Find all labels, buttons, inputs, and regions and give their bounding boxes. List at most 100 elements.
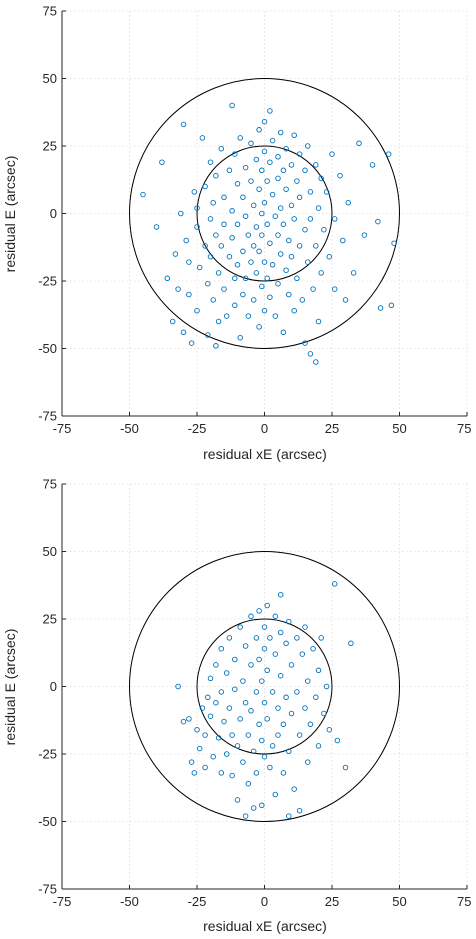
data-point bbox=[172, 251, 179, 257]
data-point bbox=[350, 270, 357, 276]
data-point bbox=[205, 332, 211, 338]
axes bbox=[61, 10, 468, 417]
data-point bbox=[280, 221, 287, 228]
data-point bbox=[288, 202, 295, 209]
data-point bbox=[229, 235, 235, 241]
data-points bbox=[175, 581, 354, 819]
data-point bbox=[345, 199, 351, 206]
data-point bbox=[240, 759, 246, 765]
data-point bbox=[269, 137, 276, 144]
data-point bbox=[188, 340, 195, 346]
data-point bbox=[256, 324, 262, 330]
radius-50-circle bbox=[129, 78, 400, 349]
data-point bbox=[232, 151, 238, 157]
data-point bbox=[180, 329, 187, 336]
data-point bbox=[302, 624, 308, 630]
data-point bbox=[296, 243, 303, 249]
data-point bbox=[253, 689, 260, 695]
data-point bbox=[288, 662, 295, 668]
data-point bbox=[188, 759, 195, 765]
data-point bbox=[213, 343, 219, 349]
data-point bbox=[215, 318, 222, 325]
data-point bbox=[264, 178, 270, 184]
data-point bbox=[207, 675, 214, 682]
data-point bbox=[259, 737, 265, 744]
data-point bbox=[286, 291, 292, 298]
data-point bbox=[245, 780, 252, 787]
data-point bbox=[331, 581, 338, 587]
data-point bbox=[248, 140, 254, 147]
data-point bbox=[178, 210, 184, 217]
data-point bbox=[294, 635, 300, 641]
radius-25-circle bbox=[196, 145, 333, 282]
data-point bbox=[207, 253, 214, 260]
x-tick-label: 50 bbox=[392, 421, 406, 436]
data-point bbox=[291, 786, 297, 792]
data-point bbox=[283, 267, 289, 273]
data-point bbox=[302, 340, 308, 346]
data-point bbox=[264, 716, 270, 722]
data-point bbox=[229, 772, 235, 779]
data-point bbox=[232, 302, 238, 309]
data-point bbox=[356, 140, 362, 147]
data-point bbox=[180, 718, 187, 725]
data-point bbox=[294, 275, 300, 282]
data-point bbox=[229, 102, 235, 109]
data-point bbox=[207, 216, 214, 222]
data-point bbox=[234, 181, 241, 187]
x-tick-label: -50 bbox=[120, 894, 139, 909]
data-point bbox=[202, 732, 208, 738]
data-point bbox=[218, 645, 225, 652]
data-point bbox=[313, 694, 319, 701]
data-point bbox=[242, 164, 249, 171]
data-point bbox=[310, 286, 316, 292]
data-point bbox=[283, 694, 289, 701]
data-points bbox=[140, 102, 397, 365]
data-point bbox=[261, 199, 268, 206]
data-point bbox=[269, 689, 276, 695]
data-point bbox=[223, 313, 230, 319]
data-point bbox=[315, 743, 322, 749]
data-point bbox=[294, 689, 300, 695]
data-point bbox=[240, 291, 246, 298]
y-tick-label: 75 bbox=[43, 4, 57, 19]
y-tick-label: -75 bbox=[38, 409, 57, 424]
data-point bbox=[275, 154, 281, 160]
x-axis-label: residual xE (arcsec) bbox=[203, 446, 327, 462]
data-point bbox=[272, 613, 279, 620]
data-point bbox=[326, 726, 333, 733]
y-axis-label: residual E (arcsec) bbox=[2, 156, 18, 273]
data-point bbox=[259, 232, 265, 238]
data-point bbox=[277, 129, 284, 136]
data-point bbox=[283, 186, 289, 192]
data-point bbox=[318, 175, 324, 182]
data-point bbox=[304, 259, 311, 265]
data-point bbox=[232, 275, 238, 282]
x-tick-label: 0 bbox=[261, 421, 268, 436]
data-point bbox=[245, 732, 252, 738]
data-point bbox=[296, 807, 303, 814]
data-point bbox=[232, 656, 238, 663]
data-point bbox=[299, 651, 306, 657]
data-point bbox=[205, 694, 211, 701]
radius-50-circle bbox=[129, 551, 400, 822]
data-point bbox=[164, 275, 171, 282]
data-point bbox=[277, 251, 284, 257]
data-point bbox=[269, 262, 276, 268]
data-point bbox=[226, 635, 233, 641]
data-point bbox=[221, 718, 227, 725]
data-point bbox=[250, 748, 257, 755]
data-point bbox=[385, 151, 392, 157]
data-point bbox=[237, 716, 243, 722]
x-tick-label: -75 bbox=[53, 421, 72, 436]
x-tick-label: -25 bbox=[188, 421, 207, 436]
data-point bbox=[183, 237, 189, 244]
data-point bbox=[388, 302, 395, 309]
data-point bbox=[261, 307, 268, 314]
data-point bbox=[296, 194, 303, 201]
data-point bbox=[213, 699, 219, 706]
data-point bbox=[275, 705, 281, 711]
data-point bbox=[267, 764, 273, 771]
x-tick-label: 50 bbox=[392, 894, 406, 909]
